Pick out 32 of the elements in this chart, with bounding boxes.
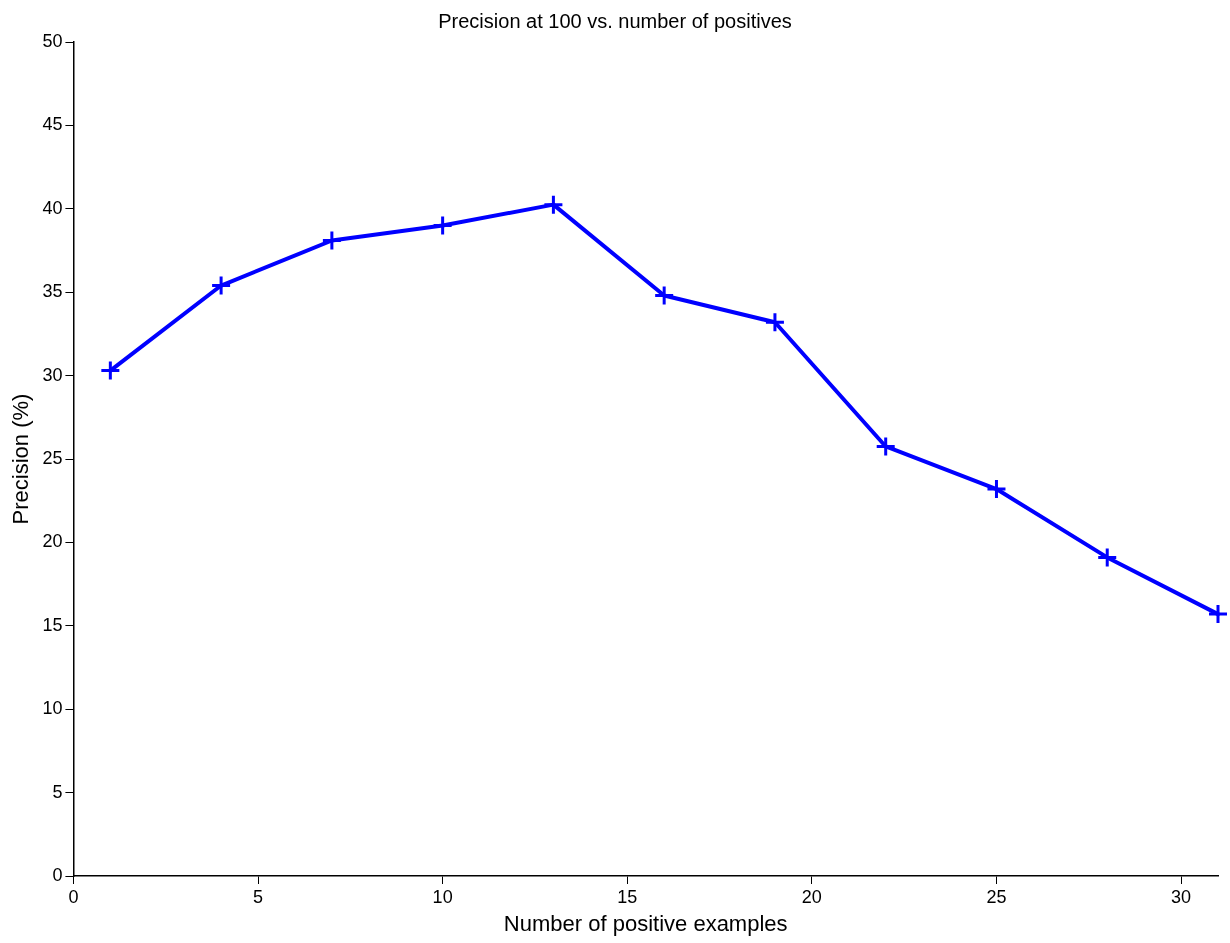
y-tick-label: 45 (42, 114, 63, 135)
point (764, 311, 786, 333)
y-tick-label: 30 (42, 364, 63, 385)
x-tick-label: 30 (1171, 886, 1192, 907)
point (542, 194, 564, 216)
point (875, 435, 897, 457)
point (432, 214, 454, 236)
point (1096, 546, 1118, 568)
y-tick-label: 50 (42, 30, 63, 51)
point (321, 229, 343, 251)
y-axis-title: Precision (%) (8, 393, 34, 525)
x-tick-label: 15 (617, 886, 638, 907)
x-axis-title: Number of positive examples (503, 910, 788, 936)
x-tick-label: 25 (986, 886, 1007, 907)
chart-title: Precision at 100 vs. number of positives (438, 9, 792, 32)
y-tick-label: 20 (42, 531, 63, 552)
y-tick-label: 5 (52, 781, 63, 802)
point (653, 285, 675, 307)
y-tick-label: 15 (42, 614, 63, 635)
point (210, 275, 232, 297)
x-tick-label: 5 (253, 886, 264, 907)
point (1207, 603, 1229, 625)
x-tick-label: 0 (68, 886, 79, 907)
x-tick-label: 10 (432, 886, 453, 907)
y-tick-label: 0 (52, 864, 63, 885)
y-tick-label: 40 (42, 197, 63, 218)
y-tick-label: 10 (42, 698, 63, 719)
point (99, 360, 121, 382)
y-tick-label: 35 (42, 281, 63, 302)
point (985, 478, 1007, 500)
x-tick-label: 20 (801, 886, 822, 907)
y-tick-label: 25 (42, 447, 63, 468)
